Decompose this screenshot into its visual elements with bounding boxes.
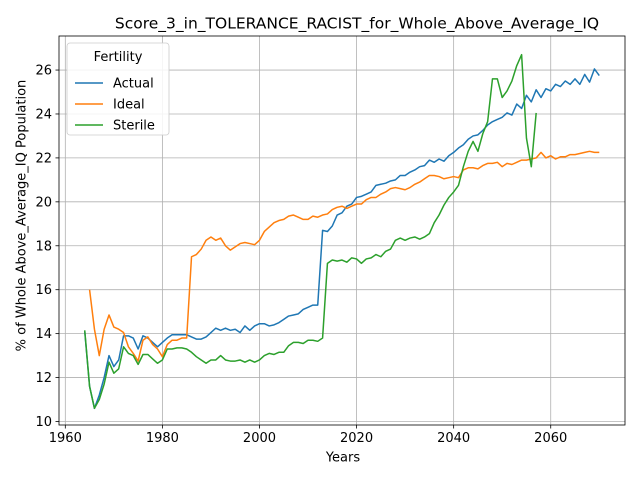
y-tick-label: 14 [35, 327, 52, 342]
x-axis-label: Years [325, 451, 361, 466]
series-line-actual [83, 68, 600, 410]
y-tick-label: 16 [35, 283, 52, 298]
legend-label-actual: Actual [113, 77, 154, 92]
legend-title: Fertility [94, 50, 143, 65]
legend-label-ideal: Ideal [113, 98, 145, 113]
x-tick-label: 2060 [534, 431, 567, 446]
x-tick-label: 2040 [437, 431, 470, 446]
series-line-ideal [88, 150, 600, 362]
axes-frame [58, 35, 626, 426]
legend-label-sterile: Sterile [113, 119, 155, 134]
y-tick-label: 12 [35, 371, 52, 386]
y-axis-label: % of Whole Above_Average_IQ Population [15, 80, 30, 352]
y-tick-label: 10 [35, 415, 52, 430]
y-tick-label: 22 [35, 151, 52, 166]
legend-box [66, 42, 170, 136]
plot-area: 1960 1980 2000 2020 2040 2060 10 12 14 16 18 20 22 24… [35, 35, 626, 446]
x-tick-label: 1960 [49, 431, 82, 446]
x-tick-label: 1980 [146, 431, 179, 446]
x-tick-label: 2000 [243, 431, 276, 446]
x-tick-label: 2020 [340, 431, 373, 446]
y-tick-label: 26 [35, 64, 52, 79]
y-tick-label: 18 [35, 239, 52, 254]
y-tick-label: 20 [35, 195, 52, 210]
y-tick-label: 24 [35, 107, 52, 122]
legend: Fertility Actual Ideal Sterile [66, 42, 170, 136]
chart-title: Score_3_in_TOLERANCE_RACIST_for_Whole_Ab… [115, 15, 599, 34]
series-line-sterile [83, 53, 537, 410]
